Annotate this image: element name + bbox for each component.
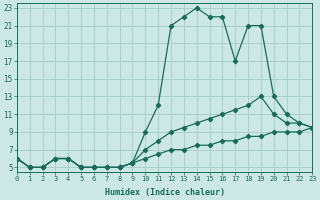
X-axis label: Humidex (Indice chaleur): Humidex (Indice chaleur) [105, 188, 225, 197]
